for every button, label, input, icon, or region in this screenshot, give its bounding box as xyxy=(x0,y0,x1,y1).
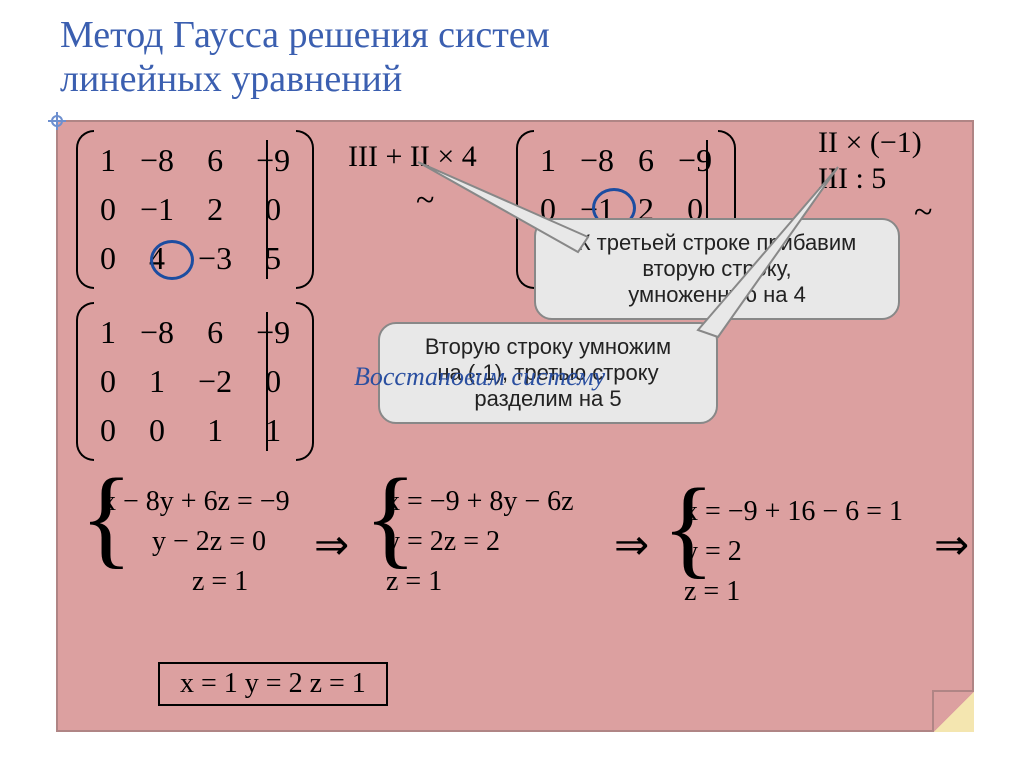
tilde-2: ~ xyxy=(914,194,932,232)
answer-box: x = 1 y = 2 z = 1 xyxy=(158,662,388,706)
row-op-2a: II × (−1) xyxy=(818,126,922,160)
system-3: { x = −9 + 16 − 6 = 1 y = 2 z = 1 xyxy=(684,492,903,612)
callout2-pointer-icon xyxy=(688,162,868,362)
title-line1: Метод Гаусса решения систем xyxy=(60,14,550,56)
callout1-pointer-icon xyxy=(408,152,608,262)
arrow-2: ⇒ xyxy=(614,520,649,570)
arrow-1: ⇒ xyxy=(314,520,349,570)
circle-highlight-4 xyxy=(150,240,194,280)
slide: Метод Гаусса решения систем линейных ура… xyxy=(0,0,1024,767)
answer-text: x = 1 y = 2 z = 1 xyxy=(180,668,366,699)
arrow-3: ⇒ xyxy=(934,520,969,570)
page-fold-icon xyxy=(932,690,974,732)
content-area: 1−86−9 0−120 04−35 III + II × 4 ~ 1−86−9… xyxy=(56,120,974,732)
system-1: { x − 8y + 6z = −9 y − 2z = 0 z = 1 xyxy=(102,482,290,602)
title-line2: линейных уравнений xyxy=(60,58,402,100)
system-2: { x = −9 + 8y − 6z y = 2z = 2 z = 1 xyxy=(386,482,574,602)
slide-title: Метод Гаусса решения систем линейных ура… xyxy=(60,14,550,101)
restore-system-text: Восстановим систему xyxy=(354,362,605,392)
matrix-3: 1−86−9 01−20 0011 xyxy=(88,308,302,455)
target-icon xyxy=(48,112,66,130)
matrix-1: 1−86−9 0−120 04−35 xyxy=(88,136,302,283)
